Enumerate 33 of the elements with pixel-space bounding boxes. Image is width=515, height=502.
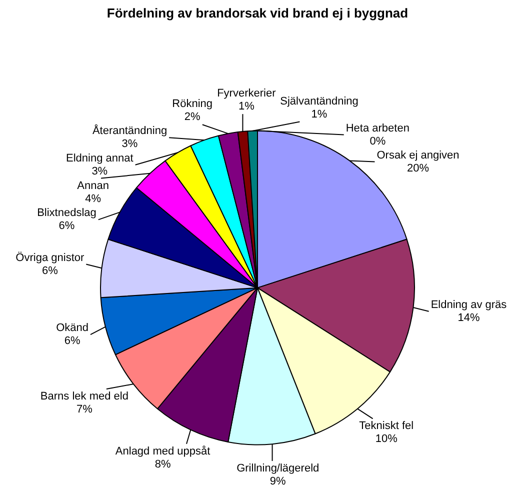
data-label: 8% [154, 458, 171, 470]
data-label: 6% [42, 264, 58, 277]
category-label: Heta arbeten [346, 122, 410, 134]
data-label: 6% [58, 220, 75, 232]
slice-label: Okänd [56, 322, 89, 334]
data-label: 2% [184, 111, 200, 124]
slice-label: Eldning annat [66, 152, 134, 164]
slice-label: Tekniskt fel [359, 420, 414, 432]
slice-label: Återantändning [92, 124, 168, 138]
slice-label: Blixtnedslag [37, 207, 96, 220]
data-label: 7% [76, 404, 93, 416]
slice-label: Övriga gnistor [16, 250, 84, 264]
data-label: 1% [311, 108, 328, 120]
slice-label: Grillning/lägereld [236, 462, 320, 474]
data-label: 9% [270, 475, 286, 488]
chart-title: Fördelning av brandorsak vid brand ej i byggnad [106, 5, 408, 20]
slice-label: Orsak ej angiven [376, 149, 460, 162]
slice-label: Annan [77, 180, 109, 192]
slice-label: Självantändning [280, 95, 358, 108]
slice-label: Rökning [172, 98, 212, 110]
data-label: 3% [122, 138, 138, 150]
text: 0% [370, 135, 386, 148]
data-label: 6% [64, 335, 80, 348]
data-label: 1% [238, 100, 255, 113]
slice-label: Anlagd med uppsåt [115, 445, 210, 458]
data-label: 14% [458, 312, 480, 324]
slice-label: Fyrverkerier [217, 88, 276, 100]
data-label: 10% [375, 433, 398, 446]
data-label: 20% [406, 162, 430, 174]
slice-label: Barns lek med eld [40, 390, 128, 403]
slice-label: Eldning av gräs [430, 298, 508, 311]
data-label: 4% [85, 192, 102, 205]
data-label: 3% [92, 165, 108, 178]
